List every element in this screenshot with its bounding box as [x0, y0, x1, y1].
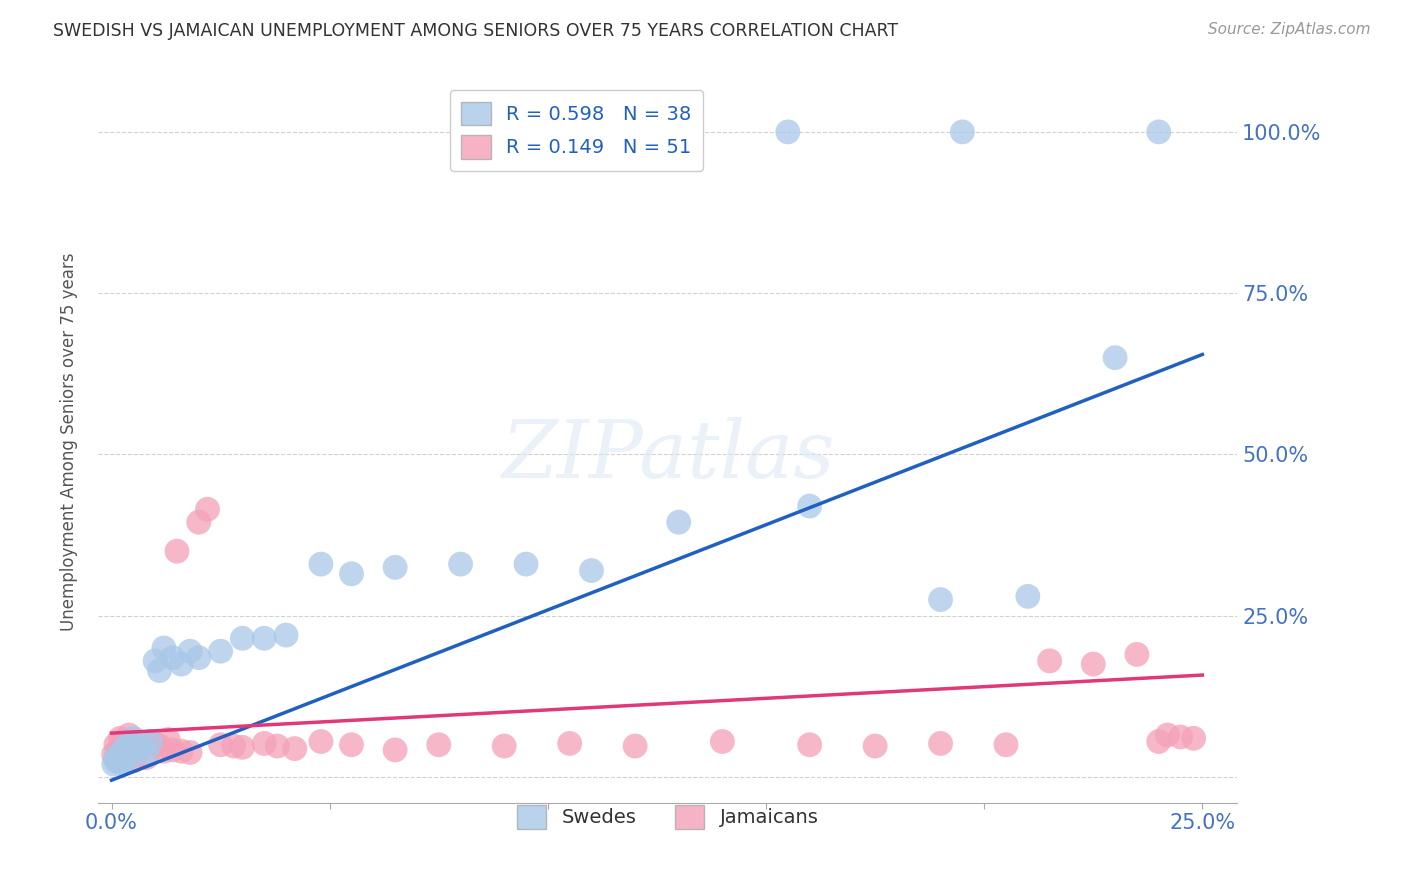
Point — [104, 752, 127, 766]
Point — [1083, 657, 1105, 672]
Point — [148, 739, 170, 753]
Point — [131, 738, 153, 752]
Point — [107, 752, 129, 766]
Point — [103, 757, 125, 772]
Point — [209, 644, 232, 658]
Point — [131, 736, 153, 750]
Point — [107, 744, 129, 758]
Point — [209, 738, 232, 752]
Point — [139, 734, 162, 748]
Point — [143, 654, 166, 668]
Point — [153, 640, 176, 655]
Point — [309, 557, 332, 571]
Point — [104, 750, 127, 764]
Point — [114, 741, 136, 756]
Point — [187, 650, 209, 665]
Point — [104, 738, 127, 752]
Point — [494, 739, 516, 753]
Point — [309, 734, 332, 748]
Point — [668, 515, 690, 529]
Point — [162, 650, 184, 665]
Point — [1156, 728, 1178, 742]
Point — [253, 632, 276, 646]
Point — [118, 746, 141, 760]
Point — [799, 738, 821, 752]
Text: ZIPatlas: ZIPatlas — [501, 417, 835, 495]
Point — [179, 746, 201, 760]
Point — [384, 743, 406, 757]
Point — [114, 754, 136, 768]
Point — [135, 750, 157, 764]
Point — [114, 741, 136, 756]
Point — [187, 515, 209, 529]
Point — [427, 738, 450, 752]
Point — [711, 734, 734, 748]
Point — [143, 736, 166, 750]
Point — [197, 502, 219, 516]
Point — [166, 544, 188, 558]
Y-axis label: Unemployment Among Seniors over 75 years: Unemployment Among Seniors over 75 years — [59, 252, 77, 631]
Point — [384, 560, 406, 574]
Point — [110, 747, 132, 762]
Point — [799, 499, 821, 513]
Point — [581, 564, 603, 578]
Point — [995, 738, 1018, 752]
Point — [114, 734, 136, 748]
Point — [104, 754, 127, 768]
Point — [1182, 731, 1205, 746]
Point — [231, 632, 253, 646]
Point — [122, 754, 145, 768]
Point — [153, 744, 176, 758]
Point — [110, 756, 132, 770]
Point — [624, 739, 647, 753]
Point — [127, 744, 149, 758]
Point — [139, 734, 162, 748]
Text: SWEDISH VS JAMAICAN UNEMPLOYMENT AMONG SENIORS OVER 75 YEARS CORRELATION CHART: SWEDISH VS JAMAICAN UNEMPLOYMENT AMONG S… — [53, 22, 898, 40]
Point — [179, 644, 201, 658]
Point — [122, 731, 145, 746]
Legend: Swedes, Jamaicans: Swedes, Jamaicans — [509, 797, 827, 837]
Point — [1039, 654, 1062, 668]
Point — [1017, 590, 1039, 604]
Point — [157, 732, 180, 747]
Point — [950, 125, 973, 139]
Point — [1147, 734, 1170, 748]
Point — [170, 657, 193, 672]
Point — [127, 739, 149, 753]
Point — [118, 750, 141, 764]
Point — [929, 592, 952, 607]
Point — [274, 628, 297, 642]
Point — [266, 739, 288, 753]
Point — [515, 557, 537, 571]
Point — [118, 728, 141, 742]
Point — [776, 125, 799, 139]
Point — [135, 746, 157, 760]
Point — [110, 750, 132, 764]
Point — [929, 736, 952, 750]
Point — [340, 566, 363, 581]
Point — [1126, 648, 1149, 662]
Point — [1104, 351, 1126, 365]
Point — [558, 736, 581, 750]
Point — [863, 739, 886, 753]
Text: Source: ZipAtlas.com: Source: ZipAtlas.com — [1208, 22, 1371, 37]
Point — [231, 740, 253, 755]
Point — [284, 741, 307, 756]
Point — [450, 557, 472, 571]
Point — [162, 743, 184, 757]
Point — [118, 738, 141, 752]
Point — [122, 741, 145, 756]
Point — [148, 664, 170, 678]
Point — [340, 738, 363, 752]
Point — [253, 736, 276, 750]
Point — [122, 743, 145, 757]
Point — [1170, 730, 1192, 744]
Point — [222, 739, 245, 753]
Point — [110, 731, 132, 746]
Point — [170, 744, 193, 758]
Point — [1147, 125, 1170, 139]
Point — [103, 747, 125, 762]
